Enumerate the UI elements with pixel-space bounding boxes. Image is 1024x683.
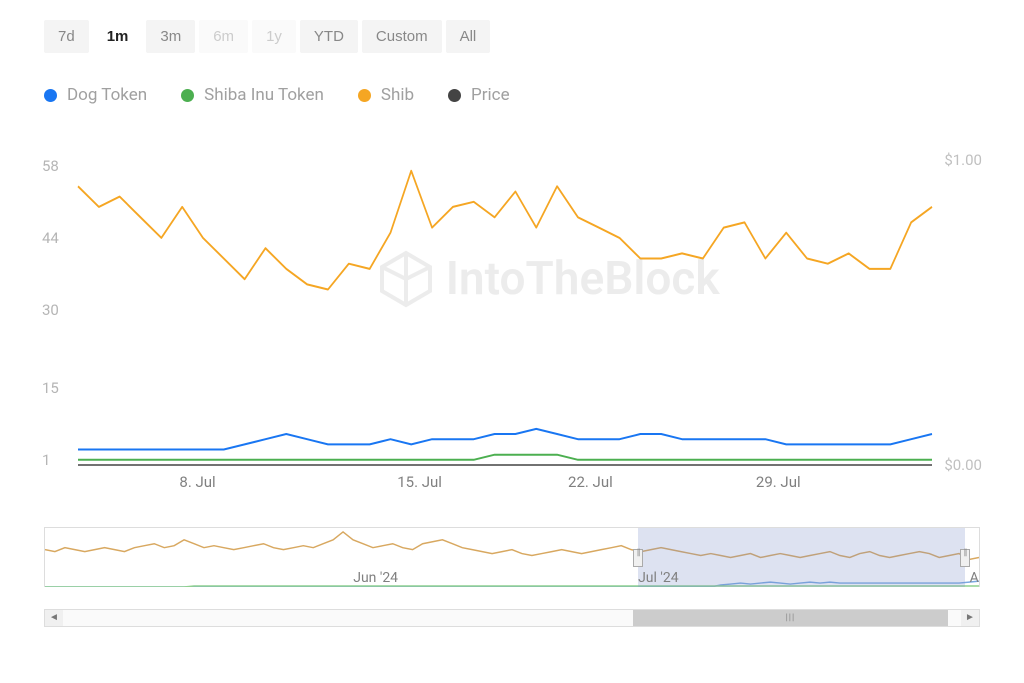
legend-dot-blue-icon <box>44 89 57 102</box>
scrollbar-track[interactable]: ||| <box>63 610 961 626</box>
x-axis: 8. Jul15. Jul22. Jul29. Jul <box>78 465 932 495</box>
navigator-handle-right[interactable]: || <box>960 549 970 567</box>
legend-dot-green-icon <box>181 89 194 102</box>
time-range-bar: 7d 1m 3m 6m 1y YTD Custom All <box>30 20 994 53</box>
scrollbar-thumb[interactable]: ||| <box>633 610 947 626</box>
chart-legend: Dog Token Shiba Inu Token Shib Price <box>30 85 994 105</box>
legend-dot-dark-icon <box>448 89 461 102</box>
range-custom[interactable]: Custom <box>362 20 442 53</box>
navigator-scrollbar: ◄ ||| ► <box>44 609 980 627</box>
scrollbar-right-arrow-icon[interactable]: ► <box>961 610 979 626</box>
range-7d[interactable]: 7d <box>44 20 89 53</box>
legend-dog-token[interactable]: Dog Token <box>44 85 147 105</box>
main-chart: 584430151 IntoTheBlock $1.00$0.00 <box>30 145 994 465</box>
range-1y: 1y <box>252 20 296 53</box>
watermark: IntoTheBlock <box>376 249 720 309</box>
legend-shiba-inu[interactable]: Shiba Inu Token <box>181 85 324 105</box>
range-all[interactable]: All <box>446 20 491 53</box>
legend-label: Dog Token <box>67 85 147 105</box>
cube-icon <box>376 249 436 309</box>
watermark-text: IntoTheBlock <box>446 252 720 306</box>
legend-label: Shib <box>381 85 414 105</box>
legend-label: Shiba Inu Token <box>204 85 324 105</box>
range-6m: 6m <box>199 20 248 53</box>
range-ytd[interactable]: YTD <box>300 20 358 53</box>
y-axis-left: 584430151 <box>42 145 82 465</box>
y-axis-right: $1.00$0.00 <box>922 145 982 465</box>
legend-shib[interactable]: Shib <box>358 85 414 105</box>
navigator-chart[interactable]: || || Jun '24Jul '24A <box>44 527 980 587</box>
scrollbar-left-arrow-icon[interactable]: ◄ <box>45 610 63 626</box>
chart-plot-area[interactable]: IntoTheBlock <box>78 145 932 465</box>
range-1m[interactable]: 1m <box>93 20 143 53</box>
legend-dot-orange-icon <box>358 89 371 102</box>
legend-price[interactable]: Price <box>448 85 510 105</box>
navigator: || || Jun '24Jul '24A ◄ ||| ► <box>30 527 994 627</box>
navigator-x-labels: Jun '24Jul '24A <box>45 567 979 589</box>
legend-label: Price <box>471 85 510 105</box>
navigator-handle-left[interactable]: || <box>633 549 643 567</box>
range-3m[interactable]: 3m <box>146 20 195 53</box>
